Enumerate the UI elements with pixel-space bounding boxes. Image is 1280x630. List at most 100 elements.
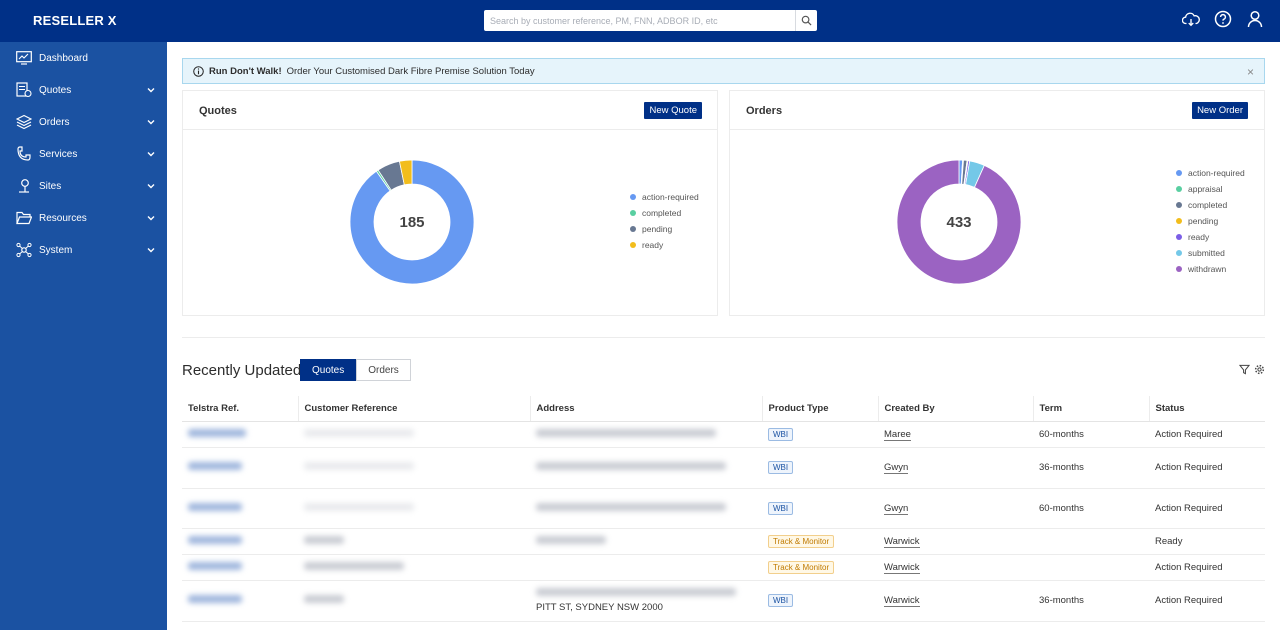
status-cell: Action Required [1149, 488, 1265, 529]
column-header[interactable]: Telstra Ref. [182, 396, 298, 422]
legend-item-completed[interactable]: completed [1176, 197, 1245, 213]
sidebar-item-label: System [39, 244, 73, 256]
search-icon [801, 15, 812, 26]
settings-gear-icon[interactable] [1254, 364, 1265, 375]
legend-item-action-required[interactable]: action-required [1176, 165, 1245, 181]
legend-dot [1176, 186, 1182, 192]
legend-item-ready[interactable]: ready [1176, 229, 1245, 245]
legend-dot [1176, 170, 1182, 176]
legend-item-pending[interactable]: pending [630, 221, 699, 237]
redacted-telstra-ref[interactable] [188, 535, 242, 544]
legend-item-action-required[interactable]: action-required [630, 189, 699, 205]
created-by-link[interactable]: Warwick [884, 595, 920, 607]
dashboard-icon [16, 50, 32, 66]
orders-card: Orders New Order 433 action-required appr… [729, 90, 1265, 316]
sidebar-item-label: Services [39, 148, 78, 160]
donut-slice-withdrawn[interactable] [896, 159, 1022, 285]
chevron-down-icon [147, 88, 155, 93]
legend-item-withdrawn[interactable]: withdrawn [1176, 261, 1245, 277]
created-by-link[interactable]: Gwyn [884, 502, 909, 515]
search-button[interactable] [795, 10, 817, 31]
legend-item-pending[interactable]: pending [1176, 213, 1245, 229]
quotes-card-title: Quotes [199, 105, 237, 117]
sidebar-item-services[interactable]: Services [0, 138, 167, 170]
redacted-telstra-ref[interactable] [188, 428, 246, 437]
table-row[interactable]: Track & Monitor Warwick Action Required [182, 554, 1265, 581]
section-divider [182, 337, 1265, 338]
legend-item-completed[interactable]: completed [630, 205, 699, 221]
sidebar-item-label: Orders [39, 116, 70, 128]
product-type-badge: WBI [768, 427, 794, 441]
status-cell: Action Required [1149, 554, 1265, 581]
close-icon[interactable]: × [1246, 65, 1254, 79]
redacted-customer-ref [304, 462, 414, 470]
legend-item-submitted[interactable]: submitted [1176, 245, 1245, 261]
redacted-telstra-ref[interactable] [188, 502, 242, 511]
created-by-link[interactable]: Maree [884, 428, 911, 441]
legend-item-ready[interactable]: ready [630, 237, 699, 253]
tab-orders[interactable]: Orders [356, 359, 411, 381]
column-header[interactable]: Address [529, 396, 762, 422]
new-quote-button[interactable]: New Quote [644, 102, 702, 119]
tab-quotes[interactable]: Quotes [300, 359, 357, 381]
donut-slice-ready[interactable] [398, 159, 413, 186]
redacted-telstra-ref[interactable] [188, 595, 242, 603]
chevron-down-icon [147, 152, 155, 157]
redacted-customer-ref [304, 561, 404, 570]
sidebar-item-orders[interactable]: Orders [0, 106, 167, 138]
table-row[interactable]: PITT ST, SYDNEY NSW 2000 WBI Warwick 36-… [182, 580, 1265, 622]
donut-slice-action-required[interactable] [349, 159, 475, 285]
global-search [484, 10, 817, 31]
redacted-telstra-ref[interactable] [188, 462, 242, 470]
legend-dot [630, 242, 636, 248]
cloud-sync-icon[interactable] [1182, 10, 1200, 28]
legend-label: ready [642, 240, 664, 250]
redacted-address [536, 428, 716, 437]
chevron-down-icon [147, 216, 155, 221]
user-icon[interactable] [1246, 10, 1264, 28]
created-by-link[interactable]: Warwick [884, 535, 920, 548]
sidebar-item-system[interactable]: System [0, 234, 167, 266]
legend-dot [1176, 202, 1182, 208]
table-row[interactable]: Track & Monitor Warwick Ready [182, 528, 1265, 555]
sidebar-item-sites[interactable]: Sites [0, 170, 167, 202]
sidebar-item-resources[interactable]: Resources [0, 202, 167, 234]
status-cell: Ready [1149, 528, 1265, 555]
column-header[interactable]: Status [1148, 396, 1265, 422]
redacted-customer-ref [304, 428, 414, 437]
created-by-link[interactable]: Warwick [884, 561, 920, 574]
legend-item-appraisal[interactable]: appraisal [1176, 181, 1245, 197]
legend-dot [630, 210, 636, 216]
column-header[interactable]: Term [1032, 396, 1149, 422]
column-header[interactable]: Created By [877, 396, 1033, 422]
new-order-button[interactable]: New Order [1192, 102, 1248, 119]
recent-tabs: Quotes Orders [300, 359, 411, 381]
product-type-badge: Track & Monitor [768, 534, 835, 548]
quotes-donut-chart: 185 [349, 159, 475, 285]
sidebar-item-dashboard[interactable]: Dashboard [0, 42, 167, 74]
help-icon[interactable] [1214, 10, 1232, 28]
legend-label: completed [1188, 200, 1228, 210]
table-row[interactable]: WBI Maree 60-months Action Required [182, 421, 1265, 448]
chevron-down-icon [147, 248, 155, 253]
filter-icon[interactable] [1239, 364, 1250, 375]
legend-label: pending [1188, 216, 1219, 226]
sidebar-item-label: Sites [39, 180, 62, 192]
legend-label: appraisal [1188, 184, 1223, 194]
redacted-telstra-ref[interactable] [188, 561, 242, 570]
sidebar: Dashboard Quotes Orders Services Sites R… [0, 42, 167, 630]
legend-label: pending [642, 224, 673, 234]
created-by-link[interactable]: Gwyn [884, 462, 909, 474]
column-header[interactable]: Product Type [761, 396, 878, 422]
sidebar-item-quotes[interactable]: Quotes [0, 74, 167, 106]
legend-dot [1176, 266, 1182, 272]
folder-icon [16, 210, 32, 226]
brand-logo[interactable]: RESELLER X [33, 13, 117, 28]
legend-label: action-required [642, 192, 699, 202]
table-row[interactable]: WBI Gwyn 36-months Action Required [182, 447, 1265, 489]
orders-donut-chart: 433 [896, 159, 1022, 285]
table-row[interactable]: WBI Gwyn 60-months Action Required [182, 488, 1265, 529]
quotes-card: Quotes New Quote 185 action-required comp… [182, 90, 718, 316]
column-header[interactable]: Customer Reference [297, 396, 530, 422]
search-input[interactable] [484, 10, 795, 31]
